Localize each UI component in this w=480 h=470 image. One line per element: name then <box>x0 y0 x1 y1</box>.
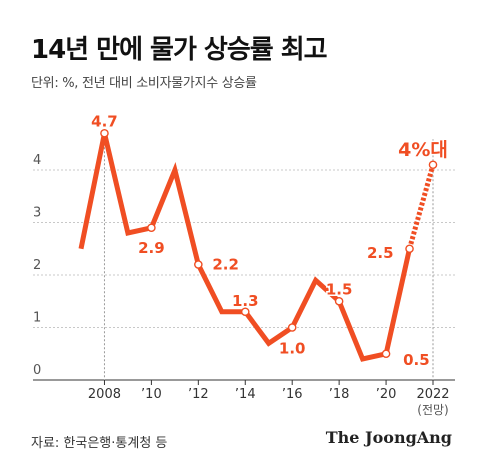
x-tick-label: ’16 <box>282 387 303 402</box>
chart-subtitle: 단위: %, 전년 대비 소비자물가지수 상승률 <box>31 76 257 91</box>
brand-logo: The JoongAng <box>325 428 452 447</box>
x-tick-label: ’20 <box>376 387 397 402</box>
x-tick-label: ’18 <box>329 387 350 402</box>
x-tick-label: ’12 <box>188 387 209 402</box>
x-tick-label: 2022 <box>416 387 449 402</box>
data-point-marker <box>428 160 438 170</box>
data-point-marker <box>240 307 250 317</box>
data-label: 4%대 <box>398 139 448 161</box>
data-label: 1.0 <box>279 340 306 358</box>
data-point-marker <box>334 296 344 306</box>
y-tick-label: 3 <box>33 206 41 221</box>
data-label: 4.7 <box>91 112 118 130</box>
chart-title: 14년 만에 물가 상승률 최고 <box>31 35 328 65</box>
x-tick-label: ’10 <box>141 387 162 402</box>
data-label: 2.9 <box>138 239 165 257</box>
data-label: 1.3 <box>232 292 259 310</box>
data-label: 2.2 <box>212 256 239 274</box>
x-tick-label: 2008 <box>88 387 121 402</box>
data-point-marker <box>100 128 109 138</box>
data-point-marker <box>405 244 414 254</box>
y-tick-label: 1 <box>33 311 41 326</box>
data-point-marker <box>381 349 391 359</box>
data-point-marker <box>194 260 203 269</box>
data-label: 0.5 <box>403 351 430 369</box>
x-tick-label: ’14 <box>235 387 256 402</box>
data-point-marker <box>287 323 297 332</box>
forecast-series-line <box>407 164 436 250</box>
series-line <box>78 132 412 362</box>
source-note: 자료: 한국은행·통계청 등 <box>31 436 168 451</box>
y-tick-label: 4 <box>33 153 41 168</box>
x-tick-sublabel: (전망) <box>417 403 448 417</box>
y-tick-label: 0 <box>33 363 41 378</box>
data-label: 1.5 <box>326 280 353 298</box>
data-point-marker <box>147 223 156 233</box>
y-tick-label: 2 <box>33 258 41 273</box>
data-label: 2.5 <box>367 244 394 262</box>
